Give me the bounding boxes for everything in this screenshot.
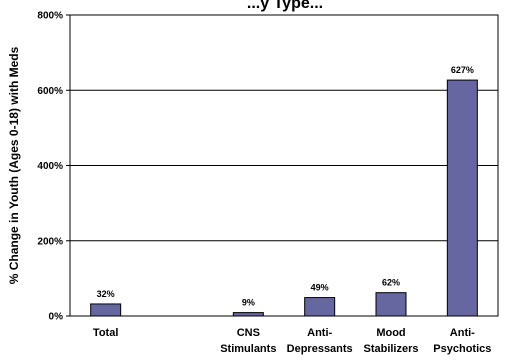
y-tick-label: 600%: [37, 86, 63, 97]
x-tick-label: Depressants: [287, 343, 353, 355]
data-label: 49%: [311, 283, 329, 293]
bar: [446, 79, 478, 317]
data-label: 62%: [382, 278, 400, 288]
x-tick-label: Stabilizers: [363, 343, 418, 355]
bar: [304, 297, 336, 317]
x-tick-label: Anti-: [450, 327, 475, 339]
x-tick-label: Stimulants: [220, 343, 276, 355]
data-label: 627%: [451, 65, 474, 75]
data-label: 32%: [97, 289, 115, 299]
y-tick-labels: 0% 200% 400% 600% 800%: [37, 11, 70, 323]
x-tick-labels: Total CNS Stimulants Anti- Depressants Mood St…: [93, 327, 491, 355]
gridlines: [70, 89, 498, 242]
x-tick-label: Anti-: [307, 327, 332, 339]
bar: [375, 292, 407, 317]
x-tick-label: Psychotics: [433, 343, 491, 355]
bar: [232, 312, 264, 317]
y-tick-label: 0%: [49, 312, 64, 323]
data-labels: 32% 9% 49% 62% 627%: [97, 65, 474, 308]
data-label: 9%: [242, 298, 255, 308]
plot-frame: [69, 14, 499, 317]
y-tick-label: 800%: [37, 11, 63, 22]
bars: [90, 79, 478, 317]
y-tick-label: 200%: [37, 236, 63, 247]
y-axis-label: % Change in Youth (Ages 0-18) with Meds: [7, 46, 21, 284]
x-tick-label: Mood: [376, 327, 405, 339]
bar: [90, 303, 122, 317]
y-tick-label: 400%: [37, 161, 63, 172]
x-tick-label: CNS: [237, 327, 260, 339]
chart-title: ...y Type...: [247, 0, 323, 12]
x-tick-label: Total: [93, 327, 118, 339]
